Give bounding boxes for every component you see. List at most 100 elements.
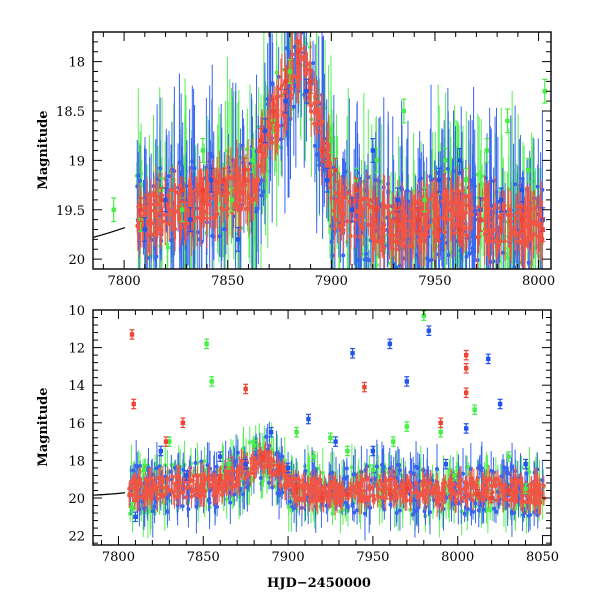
green-data-point <box>542 78 548 104</box>
blue-data-point <box>208 167 214 193</box>
blue-series <box>132 325 529 523</box>
blue-data-point <box>523 458 529 470</box>
green-data-point <box>209 376 215 387</box>
blue-data-point <box>404 376 410 387</box>
green-data-point <box>370 464 376 476</box>
dense-observations-texture <box>134 32 545 269</box>
blue-data-point <box>498 187 504 213</box>
red-data-point <box>344 488 350 500</box>
upper-y-axis-label: Magnitude <box>36 110 51 189</box>
green-data-point <box>229 187 235 213</box>
green-data-point <box>287 59 293 84</box>
lower-y-axis-label: Magnitude <box>36 387 51 466</box>
green-series <box>129 310 529 513</box>
green-data-point <box>404 421 410 432</box>
y-tick-label: 18 <box>68 56 85 71</box>
y-tick-label: 16 <box>68 417 85 432</box>
red-data-point <box>395 207 401 233</box>
red-data-point <box>415 207 421 233</box>
y-tick-label: 22 <box>68 530 85 545</box>
green-series <box>111 59 548 233</box>
y-tick-label: 18.5 <box>56 105 85 120</box>
green-data-point <box>484 138 490 163</box>
blue-data-point <box>350 347 356 359</box>
y-tick-label: 10 <box>68 304 85 319</box>
red-data-point <box>217 473 223 485</box>
red-data-point <box>260 451 266 462</box>
blue-data-point <box>303 78 309 104</box>
red-data-point <box>519 207 525 233</box>
lower-x-axis-label: HJD−2450000 <box>267 576 371 591</box>
red-data-point <box>540 217 546 242</box>
red-data-point <box>404 483 410 494</box>
green-data-point <box>311 451 317 462</box>
green-data-point <box>111 197 117 223</box>
green-data-point <box>463 167 469 193</box>
red-data-point <box>129 329 135 340</box>
red-data-point <box>270 98 276 124</box>
red-data-point <box>353 177 359 203</box>
blue-data-point <box>305 413 311 425</box>
blue-data-point <box>158 445 164 457</box>
red-data-point <box>200 177 206 203</box>
y-tick-label: 20 <box>68 253 85 268</box>
x-tick-label: 8050 <box>526 550 559 565</box>
red-data-point <box>221 167 227 193</box>
red-data-point <box>436 217 442 242</box>
model-curve <box>93 492 126 496</box>
x-tick-label: 7900 <box>272 550 305 565</box>
blue-data-point <box>519 177 525 203</box>
red-data-point <box>319 492 325 504</box>
x-tick-label: 7950 <box>418 274 451 289</box>
red-data-point <box>498 217 504 242</box>
red-data-point <box>138 197 144 223</box>
lower-light-curve-panel: 7800 7850 7900 7950 8000 8050 10 12 14 16 18 20 22 <box>68 304 559 565</box>
green-data-point <box>344 445 350 457</box>
blue-data-point <box>457 147 463 173</box>
green-data-point <box>422 187 428 213</box>
upper-light-curve-panel: 7800 7850 7900 7950 8000 18 18.5 19 19.5 20 <box>56 31 555 289</box>
x-tick-label: 8000 <box>441 550 474 565</box>
green-data-point <box>525 157 531 183</box>
blue-data-point <box>235 226 241 252</box>
red-data-point <box>308 68 314 94</box>
blue-data-point <box>436 167 442 193</box>
green-data-point <box>401 98 407 124</box>
x-tick-label: 7800 <box>102 550 135 565</box>
red-data-point <box>243 383 249 395</box>
red-data-point <box>163 436 169 447</box>
green-data-point <box>390 436 396 447</box>
red-data-point <box>332 157 338 183</box>
red-data-point <box>463 349 469 361</box>
red-data-point <box>179 177 185 203</box>
blue-data-point <box>370 138 376 163</box>
blue-data-point <box>243 458 249 470</box>
blue-data-point <box>217 451 223 462</box>
y-tick-label: 14 <box>68 379 85 394</box>
y-tick-label: 20 <box>68 492 85 507</box>
red-data-point <box>294 483 300 494</box>
blue-data-point <box>187 207 193 233</box>
red-data-point <box>180 417 186 429</box>
red-data-point <box>457 217 463 242</box>
x-tick-label: 7900 <box>315 274 348 289</box>
green-data-point <box>327 432 333 444</box>
green-data-point <box>328 128 334 154</box>
blue-data-point <box>333 436 339 447</box>
green-data-point <box>523 483 529 494</box>
blue-data-point <box>387 338 393 350</box>
blue-data-point <box>485 353 491 365</box>
red-data-point <box>478 207 484 233</box>
red-series <box>129 329 512 504</box>
red-data-point <box>463 387 469 399</box>
y-tick-label: 18 <box>68 454 85 469</box>
green-data-point <box>294 426 300 438</box>
green-data-point <box>442 147 448 173</box>
blue-data-point <box>463 423 469 434</box>
green-data-point <box>141 464 147 476</box>
blue-data-point <box>262 118 268 144</box>
red-data-point <box>158 187 164 213</box>
green-data-point <box>472 404 478 415</box>
red-data-point <box>295 39 301 65</box>
